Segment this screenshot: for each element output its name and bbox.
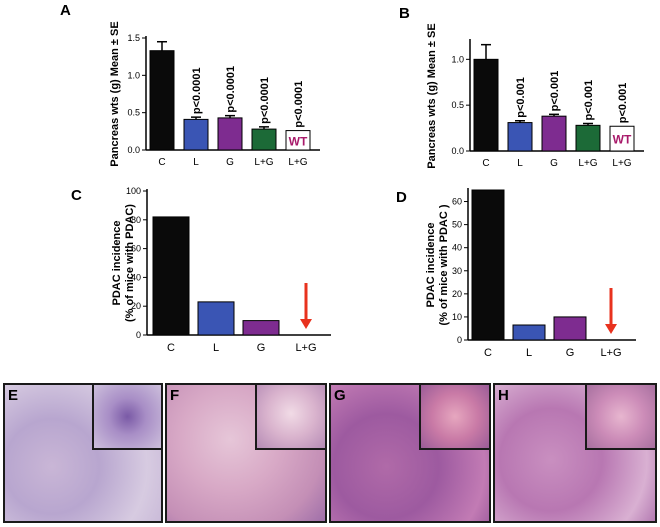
x-tick-label: L+G <box>612 158 631 169</box>
bar-inner-label: WT <box>613 133 632 147</box>
bar-L-1 <box>183 118 209 151</box>
panel-letter-c: C <box>71 187 82 204</box>
histology-inset-h <box>584 385 655 451</box>
chart-a: 0.0 0.5 1.0 1.5 Pancreas wts (g) Mean ± SE Cp… <box>109 21 320 168</box>
y-tick-label: 1.0 <box>451 54 464 64</box>
panel-letter-e: E <box>8 387 19 404</box>
y-tick-label: 100 <box>126 186 141 196</box>
p-value-annotation: p<0.0001 <box>293 81 305 128</box>
y-axis-label: Pancreas wts (g) Mean ± SE <box>109 21 121 166</box>
x-tick-label: G <box>257 342 266 354</box>
y-tick-label: 1.5 <box>127 33 140 43</box>
y-axis-label: (% of mice with PDAC) <box>124 204 136 322</box>
y-axis-label: PDAC incidence <box>111 221 123 306</box>
y-tick-label: 0 <box>457 335 462 345</box>
y-tick-label: 10 <box>452 312 462 322</box>
x-tick-label: C <box>158 157 165 168</box>
p-value-annotation: p<0.0001 <box>259 77 271 124</box>
bar-G-2 <box>541 115 567 152</box>
y-tick-label: 0.5 <box>127 108 140 118</box>
bar-L-1 <box>507 122 533 152</box>
y-axis-label: (% of mice with PDAC ) <box>438 204 450 325</box>
x-tick-label: L <box>526 347 532 359</box>
y-tick-label: 1.0 <box>127 70 140 80</box>
x-tick-label: C <box>167 342 175 354</box>
chart-d: 0 10 20 30 40 50 60 PDAC incidence (% of mice wi… <box>425 188 636 359</box>
bar-L-1 <box>197 301 235 336</box>
histology-panel-e: E <box>3 383 163 523</box>
y-tick-label: 30 <box>452 266 462 276</box>
panel-letter-d: D <box>396 189 407 206</box>
bar-C-0 <box>471 189 505 341</box>
red-arrow-head <box>605 324 617 334</box>
bar-LG-4 <box>609 125 635 152</box>
histology-inset-f <box>255 385 325 451</box>
bar-C-0 <box>152 216 190 336</box>
histology-inset-e <box>92 385 161 451</box>
x-tick-label: L <box>517 158 523 169</box>
p-value-annotation: p<0.0001 <box>191 67 203 114</box>
red-arrow-head <box>300 319 312 329</box>
x-tick-label: C <box>484 347 492 359</box>
bar-LG-3 <box>251 128 277 151</box>
panel-letter-a: A <box>60 2 71 19</box>
x-tick-label: L+G <box>295 342 316 354</box>
x-tick-label: C <box>482 158 489 169</box>
panel-letter-f: F <box>170 387 180 404</box>
y-axis-label: PDAC incidence <box>425 223 437 308</box>
x-tick-label: L <box>213 342 219 354</box>
x-tick-label: L+G <box>578 158 597 169</box>
histology-panel-h: H <box>493 383 657 523</box>
y-tick-label: 60 <box>131 244 141 254</box>
y-tick-label: 60 <box>452 197 462 207</box>
y-tick-label: 0 <box>136 330 141 340</box>
x-tick-label: L+G <box>288 157 307 168</box>
y-tick-label: 20 <box>452 289 462 299</box>
y-tick-label: 0.0 <box>127 145 140 155</box>
bar-G-2 <box>553 316 587 341</box>
y-tick-label: 0.0 <box>451 146 464 156</box>
y-tick-label: 20 <box>131 301 141 311</box>
bar-LG-3 <box>575 124 601 152</box>
p-value-annotation: p<0.0001 <box>225 66 237 113</box>
x-tick-label: G <box>226 157 234 168</box>
histology-panel-g: G <box>329 383 491 523</box>
x-tick-label: L+G <box>600 347 621 359</box>
bar-G-2 <box>217 117 243 151</box>
p-value-annotation: p<0.001 <box>583 80 595 121</box>
x-tick-label: G <box>566 347 575 359</box>
y-tick-label: 0.5 <box>451 100 464 110</box>
panel-letter-h: H <box>498 387 509 404</box>
panel-letter-b: B <box>399 5 410 22</box>
bar-C-0 <box>473 58 499 152</box>
y-tick-label: 50 <box>452 220 462 230</box>
bar-C-0 <box>149 50 175 151</box>
panel-letter-g: G <box>334 387 346 404</box>
histology-inset-g <box>419 385 489 451</box>
bar-inner-label: WT <box>289 134 308 148</box>
chart-c: 0 20 40 60 80 100 PDAC incidence (% of mice wit… <box>111 186 331 354</box>
chart-b: 0.0 0.5 1.0 Pancreas wts (g) Mean ± SE Cp<0.… <box>426 23 644 169</box>
y-axis-label: Pancreas wts (g) Mean ± SE <box>426 23 438 168</box>
y-tick-label: 40 <box>452 243 462 253</box>
y-tick-label: 40 <box>131 272 141 282</box>
p-value-annotation: p<0.001 <box>617 83 629 124</box>
bar-LG-4 <box>285 130 311 151</box>
histology-panel-f: F <box>165 383 327 523</box>
bar-L-1 <box>512 324 546 341</box>
bar-G-2 <box>242 320 280 336</box>
p-value-annotation: p<0.001 <box>515 77 527 118</box>
p-value-annotation: p<0.001 <box>549 71 561 112</box>
x-tick-label: L <box>193 157 199 168</box>
y-tick-label: 80 <box>131 215 141 225</box>
x-tick-label: G <box>550 158 558 169</box>
x-tick-label: L+G <box>254 157 273 168</box>
